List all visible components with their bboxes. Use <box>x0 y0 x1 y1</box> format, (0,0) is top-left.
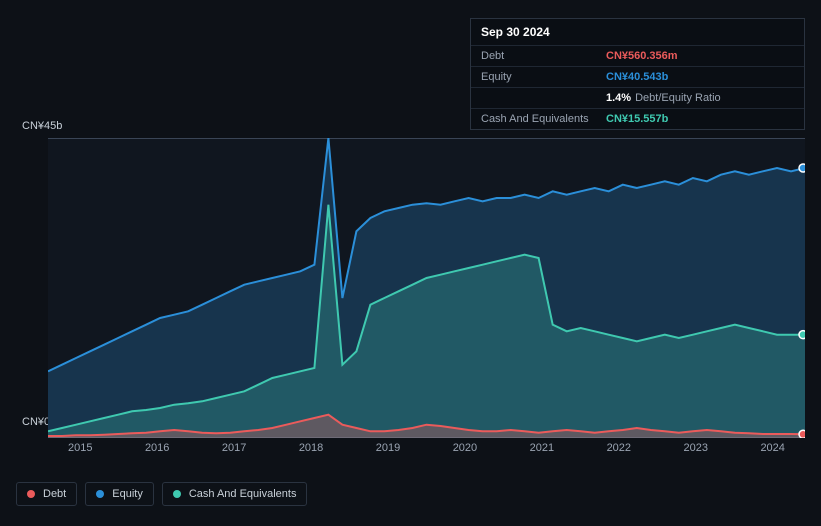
tooltip-row: DebtCN¥560.356m <box>471 45 804 66</box>
x-tick-label: 2020 <box>453 442 477 454</box>
x-axis-labels: 2015 2016 2017 2018 2019 2020 2021 2022 2023 2024 <box>48 442 805 454</box>
tooltip-row-extra: Debt/Equity Ratio <box>635 92 721 104</box>
x-tick-label: 2022 <box>607 442 631 454</box>
tooltip-row-label: Equity <box>481 71 606 83</box>
x-tick-label: 2015 <box>68 442 92 454</box>
legend-label: Cash And Equivalents <box>189 488 297 500</box>
y-axis-min: CN¥0 <box>22 416 50 428</box>
legend-item-debt[interactable]: Debt <box>16 482 77 506</box>
tooltip-row-value: CN¥560.356m <box>606 50 678 62</box>
x-tick-label: 2019 <box>376 442 400 454</box>
chart-area: CN¥45b CN¥0 2015 2016 2017 2018 2019 2020 2021… <box>16 120 805 465</box>
tooltip-date: Sep 30 2024 <box>471 19 804 45</box>
legend-dot-icon <box>173 490 181 498</box>
marker-debt <box>799 430 805 438</box>
tooltip-row-value: 1.4%Debt/Equity Ratio <box>606 92 721 104</box>
x-tick-label: 2024 <box>760 442 784 454</box>
legend: Debt Equity Cash And Equivalents <box>16 482 307 506</box>
y-axis-max: CN¥45b <box>22 120 62 132</box>
legend-item-equity[interactable]: Equity <box>85 482 154 506</box>
x-tick-label: 2023 <box>684 442 708 454</box>
x-tick-label: 2021 <box>530 442 554 454</box>
tooltip-row: 1.4%Debt/Equity Ratio <box>471 87 804 108</box>
tooltip-row-value: CN¥40.543b <box>606 71 668 83</box>
chart-svg <box>48 138 805 438</box>
legend-item-cash-and-equivalents[interactable]: Cash And Equivalents <box>162 482 308 506</box>
data-tooltip: Sep 30 2024 DebtCN¥560.356mEquityCN¥40.5… <box>470 18 805 130</box>
x-tick-label: 2018 <box>299 442 323 454</box>
legend-dot-icon <box>96 490 104 498</box>
x-tick-label: 2016 <box>145 442 169 454</box>
tooltip-row-label: Debt <box>481 50 606 62</box>
tooltip-row-label <box>481 92 606 104</box>
x-tick-label: 2017 <box>222 442 246 454</box>
legend-label: Equity <box>112 488 143 500</box>
legend-label: Debt <box>43 488 66 500</box>
tooltip-row: EquityCN¥40.543b <box>471 66 804 87</box>
marker-equity <box>799 164 805 172</box>
legend-dot-icon <box>27 490 35 498</box>
marker-cash-and-equivalents <box>799 331 805 339</box>
